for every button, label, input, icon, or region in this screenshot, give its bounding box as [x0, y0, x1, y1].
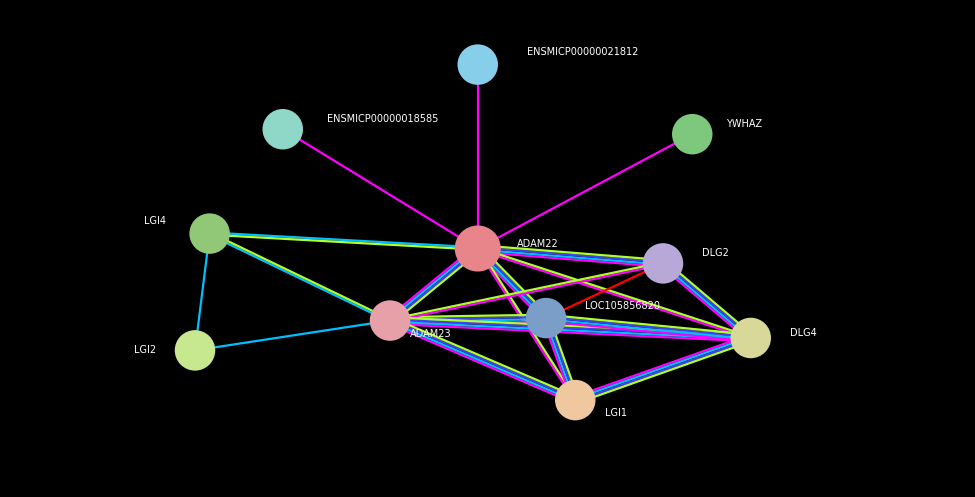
- Point: [187, 346, 203, 354]
- Point: [538, 314, 554, 322]
- Text: ENSMICP00000018585: ENSMICP00000018585: [327, 114, 438, 124]
- Text: LOC105856820: LOC105856820: [585, 301, 660, 311]
- Point: [470, 61, 486, 69]
- Text: DLG2: DLG2: [702, 248, 729, 258]
- Point: [684, 130, 700, 138]
- Text: ENSMICP00000021812: ENSMICP00000021812: [526, 47, 638, 57]
- Text: DLG4: DLG4: [790, 328, 816, 338]
- Point: [567, 396, 583, 404]
- Text: ADAM23: ADAM23: [410, 329, 451, 339]
- Point: [743, 334, 759, 342]
- Text: LGI4: LGI4: [143, 216, 166, 226]
- Point: [275, 125, 291, 133]
- Point: [202, 230, 217, 238]
- Point: [655, 259, 671, 267]
- Text: YWHAZ: YWHAZ: [726, 119, 762, 129]
- Text: LGI1: LGI1: [604, 408, 627, 417]
- Point: [382, 317, 398, 325]
- Text: LGI2: LGI2: [134, 345, 156, 355]
- Text: ADAM22: ADAM22: [517, 239, 559, 248]
- Point: [470, 245, 486, 252]
